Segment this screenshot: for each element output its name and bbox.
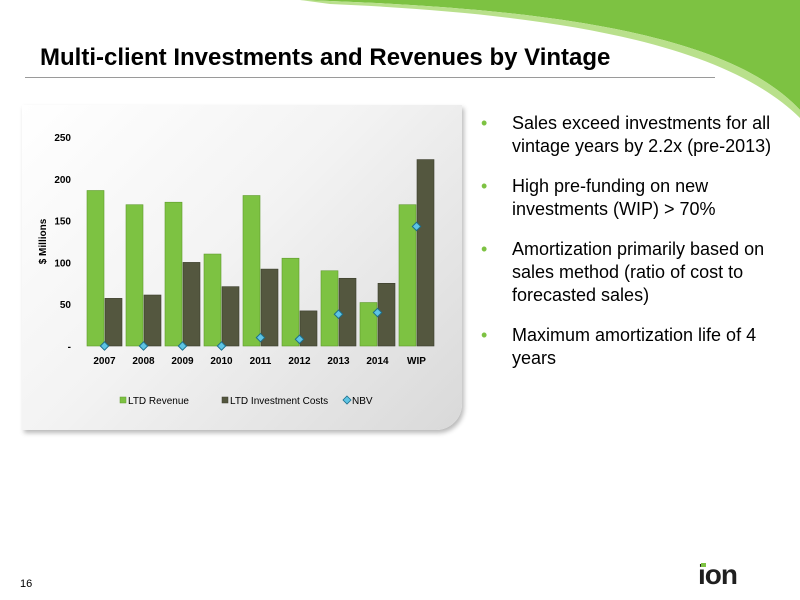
x-tick-label: 2009	[171, 356, 194, 367]
legend-swatch	[119, 396, 127, 404]
bullet-text: Sales exceed investments for all vintage…	[512, 113, 772, 156]
legend-label: LTD Revenue	[128, 396, 189, 407]
y-tick-label: 250	[54, 133, 71, 144]
investment-cost-bar	[377, 282, 396, 347]
investment-cost-bar	[221, 286, 240, 347]
legend-swatch	[221, 396, 229, 404]
x-tick-label: 2014	[366, 356, 389, 367]
y-axis-title: $ Millions	[38, 218, 49, 264]
title-divider	[25, 77, 715, 78]
nbv-marker	[411, 221, 422, 232]
revenue-bar	[86, 190, 105, 347]
legend-label: NBV	[352, 396, 373, 407]
investment-cost-bar	[260, 268, 279, 347]
bullet-marker: •	[481, 113, 488, 133]
nbv-marker	[333, 309, 344, 320]
revenue-bar	[203, 253, 222, 347]
x-tick-label: 2008	[132, 356, 155, 367]
revenue-bar	[398, 204, 417, 347]
page-number: 16	[20, 578, 33, 590]
revenue-bar	[359, 302, 378, 347]
x-tick-label: 2012	[288, 356, 311, 367]
nbv-marker	[177, 341, 188, 351]
ion-logo: ion	[698, 562, 738, 588]
x-tick-label: 2011	[250, 356, 272, 367]
bullet-text: Amortization primarily based on sales me…	[512, 239, 765, 305]
revenue-bar	[164, 201, 183, 347]
x-tick-label: WIP	[407, 356, 426, 367]
bullet-marker: •	[481, 176, 488, 196]
x-tick-label: 2007	[93, 356, 116, 367]
investment-cost-bar	[338, 277, 357, 347]
legend-swatch	[342, 395, 352, 405]
y-tick-label: 150	[54, 217, 71, 228]
revenue-bar	[242, 195, 261, 347]
x-tick-label: 2010	[210, 356, 233, 367]
investment-cost-bar	[299, 310, 318, 347]
nbv-marker	[216, 341, 227, 351]
bullet-item: • Maximum amortization life of 4 years	[478, 324, 778, 370]
revenue-bar	[125, 204, 144, 347]
y-tick-label: 200	[54, 175, 71, 186]
slide-title: Multi-client Investments and Revenues by…	[40, 44, 611, 71]
revenue-bar	[281, 257, 300, 347]
bullet-list: • Sales exceed investments for all vintag…	[478, 112, 778, 387]
nbv-marker	[294, 334, 305, 345]
investment-cost-bar	[182, 262, 201, 347]
bullet-item: • High pre-funding on new investments (WI…	[478, 175, 778, 221]
investment-cost-bar	[104, 298, 123, 347]
bullet-text: Maximum amortization life of 4 years	[512, 325, 757, 368]
bullet-text: High pre-funding on new investments (WIP…	[512, 176, 716, 219]
y-tick-label: 100	[54, 258, 71, 269]
investment-cost-bar	[143, 294, 162, 347]
x-tick-label: 2013	[327, 356, 350, 367]
decorative-swoosh	[300, 0, 800, 118]
investment-cost-bar	[416, 159, 435, 347]
y-tick-label: -	[68, 342, 71, 353]
bullet-item: • Sales exceed investments for all vintag…	[478, 112, 778, 158]
nbv-marker	[138, 341, 149, 351]
bullet-marker: •	[481, 325, 488, 345]
nbv-marker	[99, 341, 110, 351]
bullet-marker: •	[481, 239, 488, 259]
revenue-bar	[320, 270, 339, 347]
nbv-marker	[255, 332, 266, 343]
y-tick-label: 50	[60, 300, 72, 311]
bullet-item: • Amortization primarily based on sales m…	[478, 238, 778, 307]
nbv-marker	[372, 307, 383, 318]
legend-label: LTD Investment Costs	[230, 396, 328, 407]
